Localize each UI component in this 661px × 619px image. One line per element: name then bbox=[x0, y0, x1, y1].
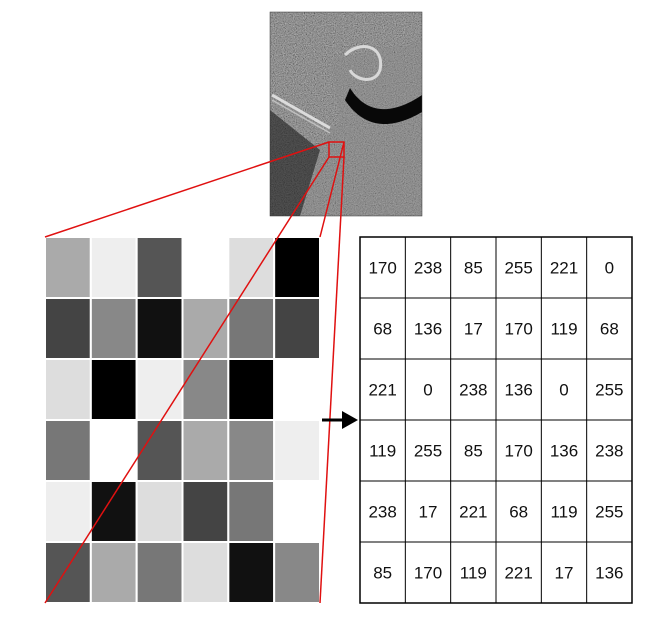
pixel-cell bbox=[181, 480, 230, 543]
value-cell: 221 bbox=[504, 564, 532, 583]
pixel-cell bbox=[135, 419, 184, 482]
value-cell: 0 bbox=[605, 259, 614, 278]
pixel-cell bbox=[273, 358, 321, 421]
pixel-cell bbox=[44, 480, 92, 543]
pixel-cell bbox=[181, 358, 230, 421]
pixel-cell bbox=[181, 297, 230, 360]
value-cell: 68 bbox=[509, 503, 528, 522]
value-cell: 136 bbox=[414, 320, 442, 339]
pixel-cell bbox=[227, 297, 276, 360]
pixel-cell bbox=[181, 236, 230, 299]
value-cell: 238 bbox=[414, 259, 442, 278]
pixel-cell bbox=[227, 358, 276, 421]
value-cell: 119 bbox=[460, 564, 487, 583]
pixel-cell bbox=[273, 541, 321, 604]
pixel-cell bbox=[44, 358, 92, 421]
value-cell: 221 bbox=[368, 381, 396, 400]
pixel-cell bbox=[44, 419, 92, 482]
pixel-cell bbox=[135, 541, 184, 604]
value-cell: 17 bbox=[464, 320, 483, 339]
value-cell: 68 bbox=[600, 320, 619, 339]
value-cell: 136 bbox=[504, 381, 532, 400]
pixel-cell bbox=[89, 297, 138, 360]
grayscale-pixel-grid bbox=[44, 236, 321, 604]
value-cell: 255 bbox=[414, 442, 442, 461]
value-cell: 119 bbox=[550, 503, 577, 522]
value-cell: 17 bbox=[555, 564, 574, 583]
pixel-cell bbox=[227, 419, 276, 482]
pixel-cell bbox=[135, 358, 184, 421]
pixel-cell bbox=[89, 358, 138, 421]
pixel-cell bbox=[227, 541, 276, 604]
value-cell: 170 bbox=[504, 442, 532, 461]
value-cell: 0 bbox=[559, 381, 568, 400]
value-cell: 170 bbox=[504, 320, 532, 339]
pixel-cell bbox=[227, 480, 276, 543]
pixel-cell bbox=[181, 541, 230, 604]
value-cell: 119 bbox=[550, 320, 577, 339]
value-cell: 255 bbox=[595, 381, 623, 400]
pixel-cell bbox=[135, 480, 184, 543]
value-cell: 238 bbox=[595, 442, 623, 461]
value-cell: 221 bbox=[459, 503, 487, 522]
value-cell: 221 bbox=[550, 259, 578, 278]
pixel-cell bbox=[227, 236, 276, 299]
value-cell: 170 bbox=[414, 564, 442, 583]
value-cell: 238 bbox=[368, 503, 396, 522]
value-cell: 136 bbox=[550, 442, 578, 461]
value-cell: 85 bbox=[464, 442, 483, 461]
pixel-cell bbox=[89, 419, 138, 482]
pixel-cell bbox=[273, 236, 321, 299]
zoom-line-top-left bbox=[44, 141, 330, 238]
value-cell: 119 bbox=[369, 442, 396, 461]
pixel-cell bbox=[181, 419, 230, 482]
pixel-cell bbox=[273, 419, 321, 482]
value-cell: 136 bbox=[595, 564, 623, 583]
pixel-cell bbox=[44, 541, 92, 604]
zoom-line-bottom-left bbox=[44, 156, 330, 604]
arrow-right-icon bbox=[322, 411, 358, 429]
value-cell: 17 bbox=[419, 503, 438, 522]
aerial-photo bbox=[270, 12, 422, 216]
value-cell: 238 bbox=[459, 381, 487, 400]
pixel-cell bbox=[273, 480, 321, 543]
value-cell: 255 bbox=[595, 503, 623, 522]
value-cell: 68 bbox=[373, 320, 392, 339]
pixel-cell bbox=[44, 236, 92, 299]
zoom-region-box bbox=[328, 141, 345, 158]
pixel-cell bbox=[89, 480, 138, 543]
value-cell: 0 bbox=[423, 381, 432, 400]
value-cell: 170 bbox=[368, 259, 396, 278]
pixel-cell bbox=[273, 297, 321, 360]
pixel-cell bbox=[89, 236, 138, 299]
zoom-lines bbox=[44, 141, 345, 604]
value-cell: 85 bbox=[373, 564, 392, 583]
pixel-cell bbox=[135, 236, 184, 299]
value-cell: 85 bbox=[464, 259, 483, 278]
pixel-cell bbox=[135, 297, 184, 360]
value-cell: 255 bbox=[504, 259, 532, 278]
zoom-line-bottom-right bbox=[319, 156, 345, 604]
pixel-cell bbox=[89, 541, 138, 604]
photo-frame bbox=[269, 11, 423, 217]
zoom-line-top-right bbox=[319, 141, 345, 238]
pixel-cell bbox=[44, 297, 92, 360]
